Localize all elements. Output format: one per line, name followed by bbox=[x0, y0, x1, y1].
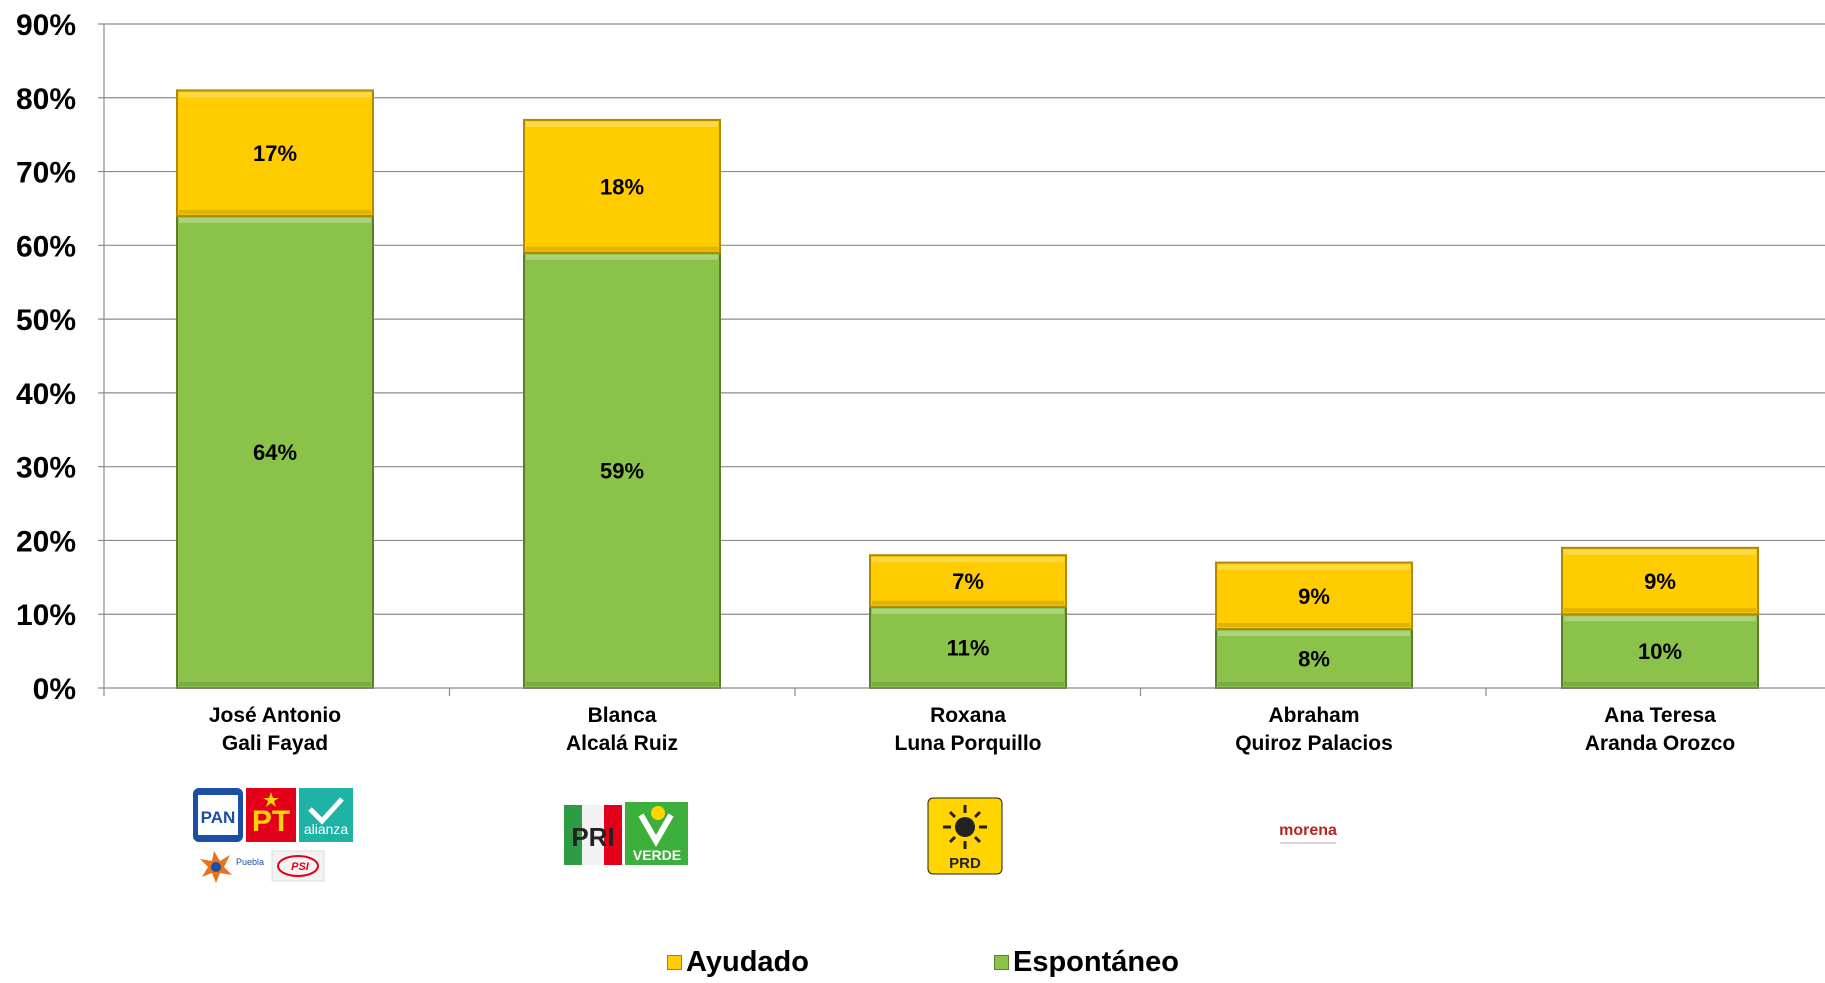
logo-text: PRD bbox=[949, 855, 981, 872]
legend-label: Ayudado bbox=[686, 946, 809, 978]
bar-shade bbox=[1218, 622, 1410, 627]
bar-shade bbox=[179, 209, 371, 214]
y-tick-label: 20% bbox=[16, 525, 76, 558]
bar-ayudado bbox=[1561, 546, 1759, 616]
data-label: 9% bbox=[1644, 569, 1676, 594]
y-tick-label: 40% bbox=[16, 378, 76, 411]
bar-ayudado bbox=[523, 118, 721, 254]
data-label: 11% bbox=[947, 635, 990, 660]
bar-espontaneo bbox=[176, 214, 374, 689]
data-label: 9% bbox=[1298, 584, 1330, 609]
y-tick-label: 50% bbox=[16, 304, 76, 337]
data-label: 17% bbox=[253, 141, 297, 166]
y-tick-label: 80% bbox=[16, 83, 76, 116]
legend-swatch bbox=[667, 955, 682, 970]
y-axis-ticks: 0% 10% 20% 30% 40% 50% 60% 70% 80% 90% bbox=[16, 9, 104, 706]
bar-highlight bbox=[872, 557, 1064, 563]
bar-highlight bbox=[1564, 616, 1756, 622]
bar-ayudado bbox=[869, 554, 1067, 608]
bar-shade bbox=[1564, 682, 1756, 686]
data-label: 64% bbox=[253, 440, 297, 465]
y-tick-label: 60% bbox=[16, 230, 76, 263]
bar-highlight bbox=[526, 121, 718, 127]
party-logos-group-1: PAN PT alianza Puebla PSI bbox=[193, 788, 353, 883]
bar-shade bbox=[872, 682, 1064, 686]
logo-text: PT bbox=[252, 805, 290, 838]
category-label: Ana Teresa Aranda Orozco bbox=[1584, 704, 1736, 755]
bar-highlight bbox=[1564, 549, 1756, 555]
bar-highlight bbox=[1218, 564, 1410, 570]
axes bbox=[103, 24, 1825, 696]
legend-item-ayudado: Ayudado bbox=[667, 946, 809, 979]
bar-highlight bbox=[179, 217, 371, 223]
category-label: Abraham Quiroz Palacios bbox=[1235, 704, 1393, 755]
bars: 64% 17% 59% 18% 11% 7% 8% 9% 10% 9% bbox=[176, 89, 1759, 690]
bar-highlight bbox=[872, 608, 1064, 614]
bar-highlight bbox=[179, 92, 371, 98]
category-label: Blanca Alcalá Ruiz bbox=[565, 704, 679, 755]
party-logos-group-2: PRI VERDE bbox=[564, 802, 688, 865]
logo-text: alianza bbox=[304, 821, 349, 837]
bar-shade bbox=[1218, 682, 1410, 686]
data-label: 10% bbox=[1638, 639, 1682, 664]
bar-espontaneo bbox=[1215, 627, 1413, 690]
bar-ayudado bbox=[1215, 561, 1413, 630]
data-label: 59% bbox=[600, 458, 644, 483]
y-tick-label: 70% bbox=[16, 157, 76, 190]
party-logos-group-3: PRD bbox=[927, 797, 1003, 875]
bar-espontaneo bbox=[869, 605, 1067, 689]
legend-label: Espontáneo bbox=[1012, 946, 1179, 978]
data-label: 7% bbox=[952, 569, 984, 594]
y-tick-label: 30% bbox=[16, 452, 76, 485]
logo-text: Puebla bbox=[236, 857, 264, 867]
gridlines bbox=[104, 23, 1825, 615]
logo-text: VERDE bbox=[633, 847, 681, 863]
category-label: José Antonio Gali Fayad bbox=[208, 704, 342, 755]
logo-text: PAN bbox=[201, 808, 236, 827]
bar-shade bbox=[526, 682, 718, 686]
data-label: 18% bbox=[600, 174, 644, 199]
bar-shade bbox=[179, 682, 371, 686]
bar-highlight bbox=[526, 254, 718, 260]
legend-swatch bbox=[993, 955, 1009, 970]
legend: Ayudado Espontáneo bbox=[667, 946, 1364, 979]
bar-espontaneo bbox=[523, 251, 721, 689]
category-label: Roxana Luna Porquillo bbox=[894, 704, 1042, 755]
logo-text: PRI bbox=[571, 822, 614, 852]
logo-text: PSI bbox=[291, 861, 310, 873]
bar-espontaneo bbox=[1561, 613, 1759, 690]
party-logos-group-4: morena bbox=[1269, 798, 1347, 874]
y-tick-label: 10% bbox=[16, 599, 76, 632]
bar-shade bbox=[1564, 608, 1756, 613]
legend-item-espontaneo: Espontáneo bbox=[993, 946, 1179, 979]
bar-ayudado bbox=[176, 89, 374, 217]
y-tick-label: 90% bbox=[16, 9, 76, 42]
bar-highlight bbox=[1218, 630, 1410, 636]
y-tick-label: 0% bbox=[33, 673, 76, 706]
bar-shade bbox=[526, 246, 718, 251]
data-label: 8% bbox=[1298, 646, 1330, 671]
logo-text: morena bbox=[1279, 822, 1337, 839]
bar-shade bbox=[872, 600, 1064, 605]
